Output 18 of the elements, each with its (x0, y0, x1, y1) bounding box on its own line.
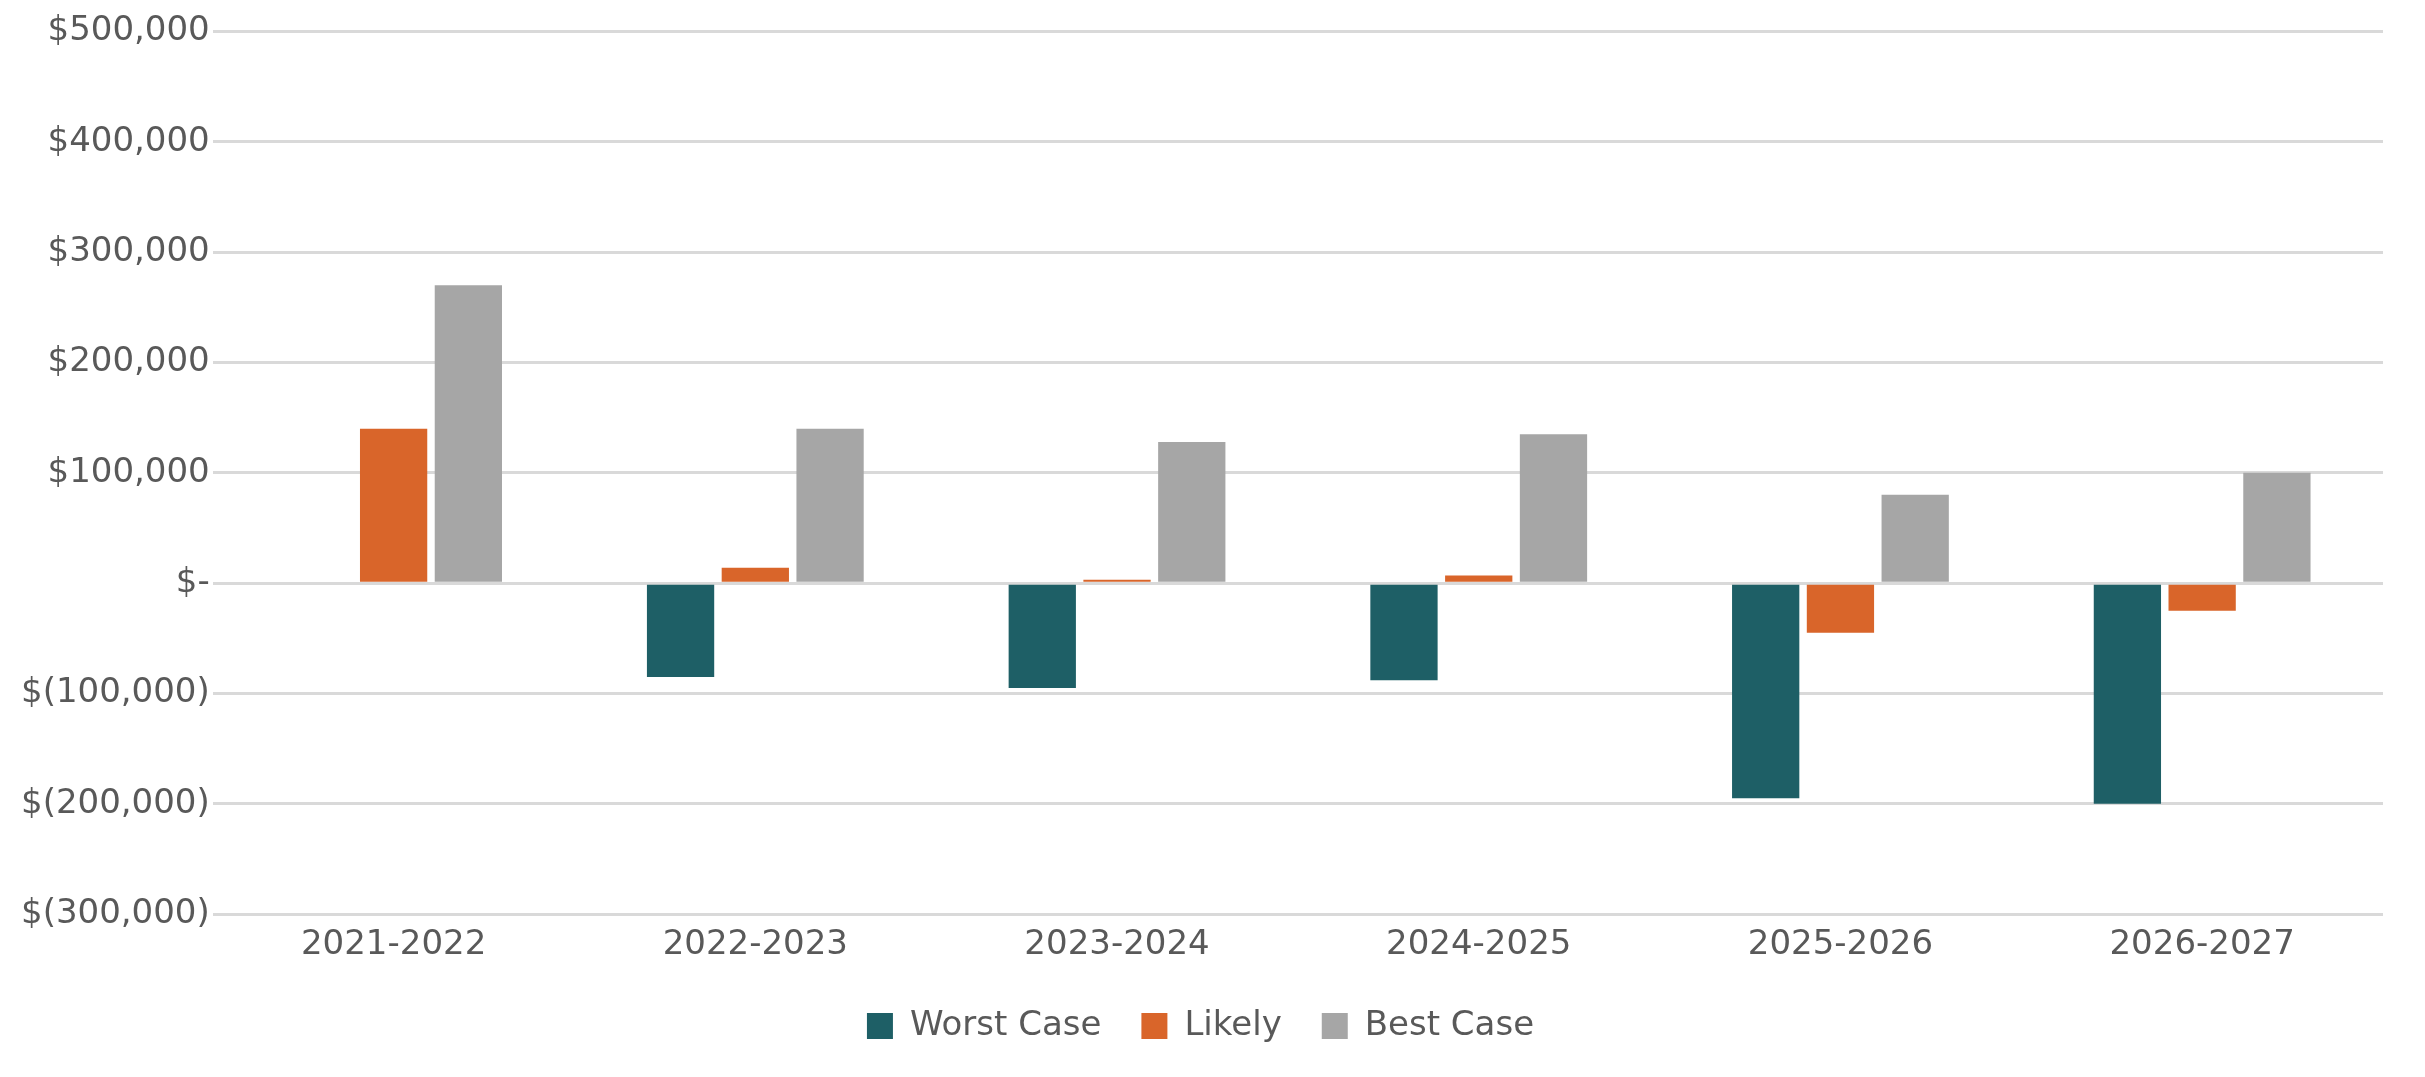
y-tick-label: $(200,000) (20, 780, 210, 821)
legend-label: Worst Case (909, 1002, 1102, 1043)
y-tick-label: $500,000 (47, 8, 210, 49)
y-tick-label: $400,000 (47, 118, 210, 159)
legend-label: Best Case (1364, 1002, 1535, 1043)
y-tick-label: $300,000 (47, 228, 210, 269)
x-tick-label: 2023-2024 (1024, 922, 1210, 963)
y-tick-label: $(100,000) (20, 670, 210, 711)
y-tick-label: $(300,000) (20, 891, 210, 932)
y-tick-label: $100,000 (47, 449, 210, 490)
x-tick-label: 2022-2023 (662, 922, 848, 963)
x-tick-label: 2024-2025 (1386, 922, 1572, 963)
x-tick-label: 2026-2027 (2109, 922, 2295, 963)
x-tick-label: 2021-2022 (300, 922, 487, 963)
x-tick-label: 2025-2026 (1747, 922, 1934, 963)
y-tick-label: $200,000 (47, 339, 210, 380)
y-tick-label: $- (175, 559, 210, 600)
legend-label: Likely (1184, 1002, 1282, 1043)
